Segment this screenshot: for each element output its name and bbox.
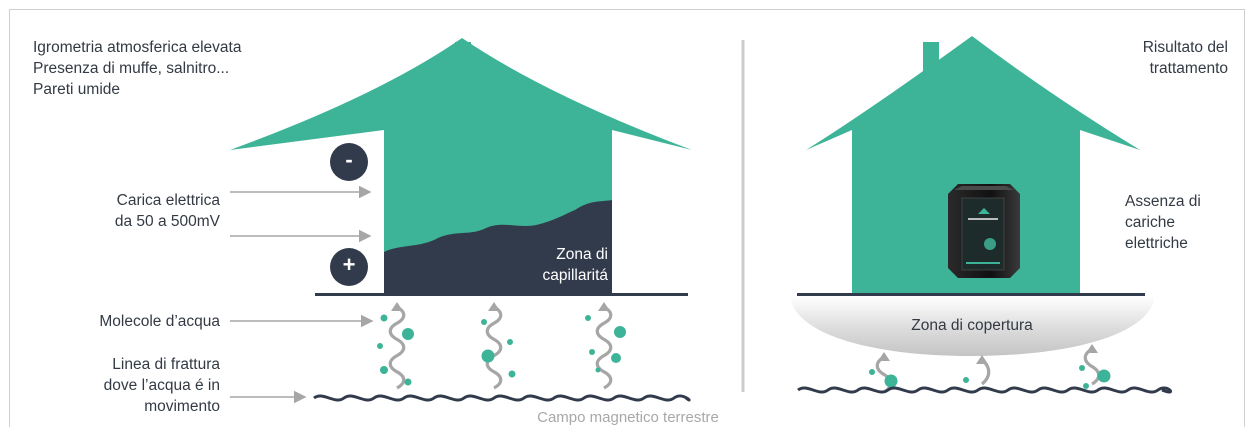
- right-water-molecules: [869, 344, 1111, 394]
- capillarity-label-line-1: Zona di: [556, 246, 608, 263]
- minus-charge-circle: [330, 143, 368, 181]
- absence-label-line-1: Assenza di: [1125, 193, 1201, 210]
- water-molecule: [380, 366, 388, 374]
- molecules-label: Molecole d’acqua: [99, 313, 220, 330]
- footer-caption: Campo magnetico terrestre: [537, 409, 719, 426]
- right-water-flow-arrow-1-head: [878, 352, 890, 361]
- plus-symbol: +: [342, 252, 356, 277]
- result-label-line-2: trattamento: [1149, 60, 1228, 77]
- water-molecule: [1083, 383, 1089, 389]
- charge-label-line-2: da 50 a 500mV: [114, 213, 220, 230]
- fracture-label-line-1: Linea di frattura: [112, 356, 220, 373]
- water-molecule: [508, 370, 516, 378]
- condition-1: Igrometria atmosferica elevata: [33, 39, 242, 56]
- condition-2: Presenza di muffe, salnitro...: [33, 60, 230, 77]
- result-label-line-1: Risultato del: [1142, 39, 1228, 56]
- water-molecule: [963, 377, 969, 383]
- water-molecule: [884, 374, 898, 388]
- conditions-list: Igrometria atmosferica elevata Presenza …: [33, 37, 241, 100]
- right-water-flow-arrow-2-head: [976, 355, 988, 364]
- diagram-frame: [9, 9, 1245, 427]
- right-house: [806, 36, 1140, 294]
- condition-3: Pareti umide: [33, 81, 121, 98]
- plus-charge-circle: [330, 248, 368, 286]
- minus-symbol: -: [345, 147, 353, 172]
- fracture-label-line-3: movimento: [144, 398, 220, 415]
- water-molecule: [377, 343, 383, 349]
- water-molecule: [380, 314, 388, 322]
- water-molecule: [585, 315, 591, 321]
- coverage-label: Zona di copertura: [911, 317, 1033, 334]
- water-molecule: [1079, 365, 1085, 371]
- coverage-zone-disk: [790, 296, 1155, 356]
- water-molecule: [614, 326, 626, 338]
- capillarity-label-line-2: capillaritá: [542, 267, 608, 284]
- left-fracture-line: [313, 394, 691, 402]
- water-molecule: [595, 367, 601, 373]
- fracture-label: Linea di frattura dove l’acqua é in movi…: [20, 354, 220, 417]
- capillarity-label: Zona di capillaritá: [470, 244, 608, 286]
- water-flow-arrow-3: [595, 305, 613, 390]
- water-molecule: [507, 339, 513, 345]
- water-molecule: [869, 369, 875, 375]
- water-flow-arrow-1: [388, 305, 406, 390]
- left-water-molecules: [377, 302, 626, 390]
- left-house: [230, 38, 692, 294]
- capillarity-zone: [384, 200, 612, 294]
- fracture-label-line-2: dove l’acqua é in: [103, 377, 220, 394]
- absence-label-line-3: elettriche: [1125, 235, 1188, 252]
- water-flow-arrow-1-head: [391, 302, 403, 311]
- water-molecule: [611, 353, 621, 363]
- water-molecule: [402, 328, 414, 340]
- water-molecule: [1097, 369, 1111, 383]
- charge-label-line-1: Carica elettrica: [116, 192, 220, 209]
- water-flow-arrow-3-head: [598, 302, 610, 311]
- absence-label: Assenza di cariche elettriche: [1125, 191, 1201, 254]
- right-water-flow-arrow-3: [1083, 347, 1101, 386]
- treatment-device-icon: [948, 184, 1020, 278]
- water-flow-arrow-2: [485, 305, 503, 390]
- water-molecule: [481, 319, 487, 325]
- result-label: Risultato del trattamento: [1060, 37, 1228, 79]
- right-water-flow-arrow-3-head: [1086, 344, 1098, 353]
- water-molecule: [481, 349, 495, 363]
- right-house-body: [806, 36, 1140, 294]
- right-fracture-line: [797, 386, 1173, 394]
- water-molecule: [404, 378, 412, 386]
- absence-label-line-2: cariche: [1125, 214, 1175, 231]
- charge-label: Carica elettrica da 50 a 500mV: [40, 190, 220, 232]
- water-flow-arrow-2-head: [488, 302, 500, 311]
- water-molecule: [589, 349, 595, 355]
